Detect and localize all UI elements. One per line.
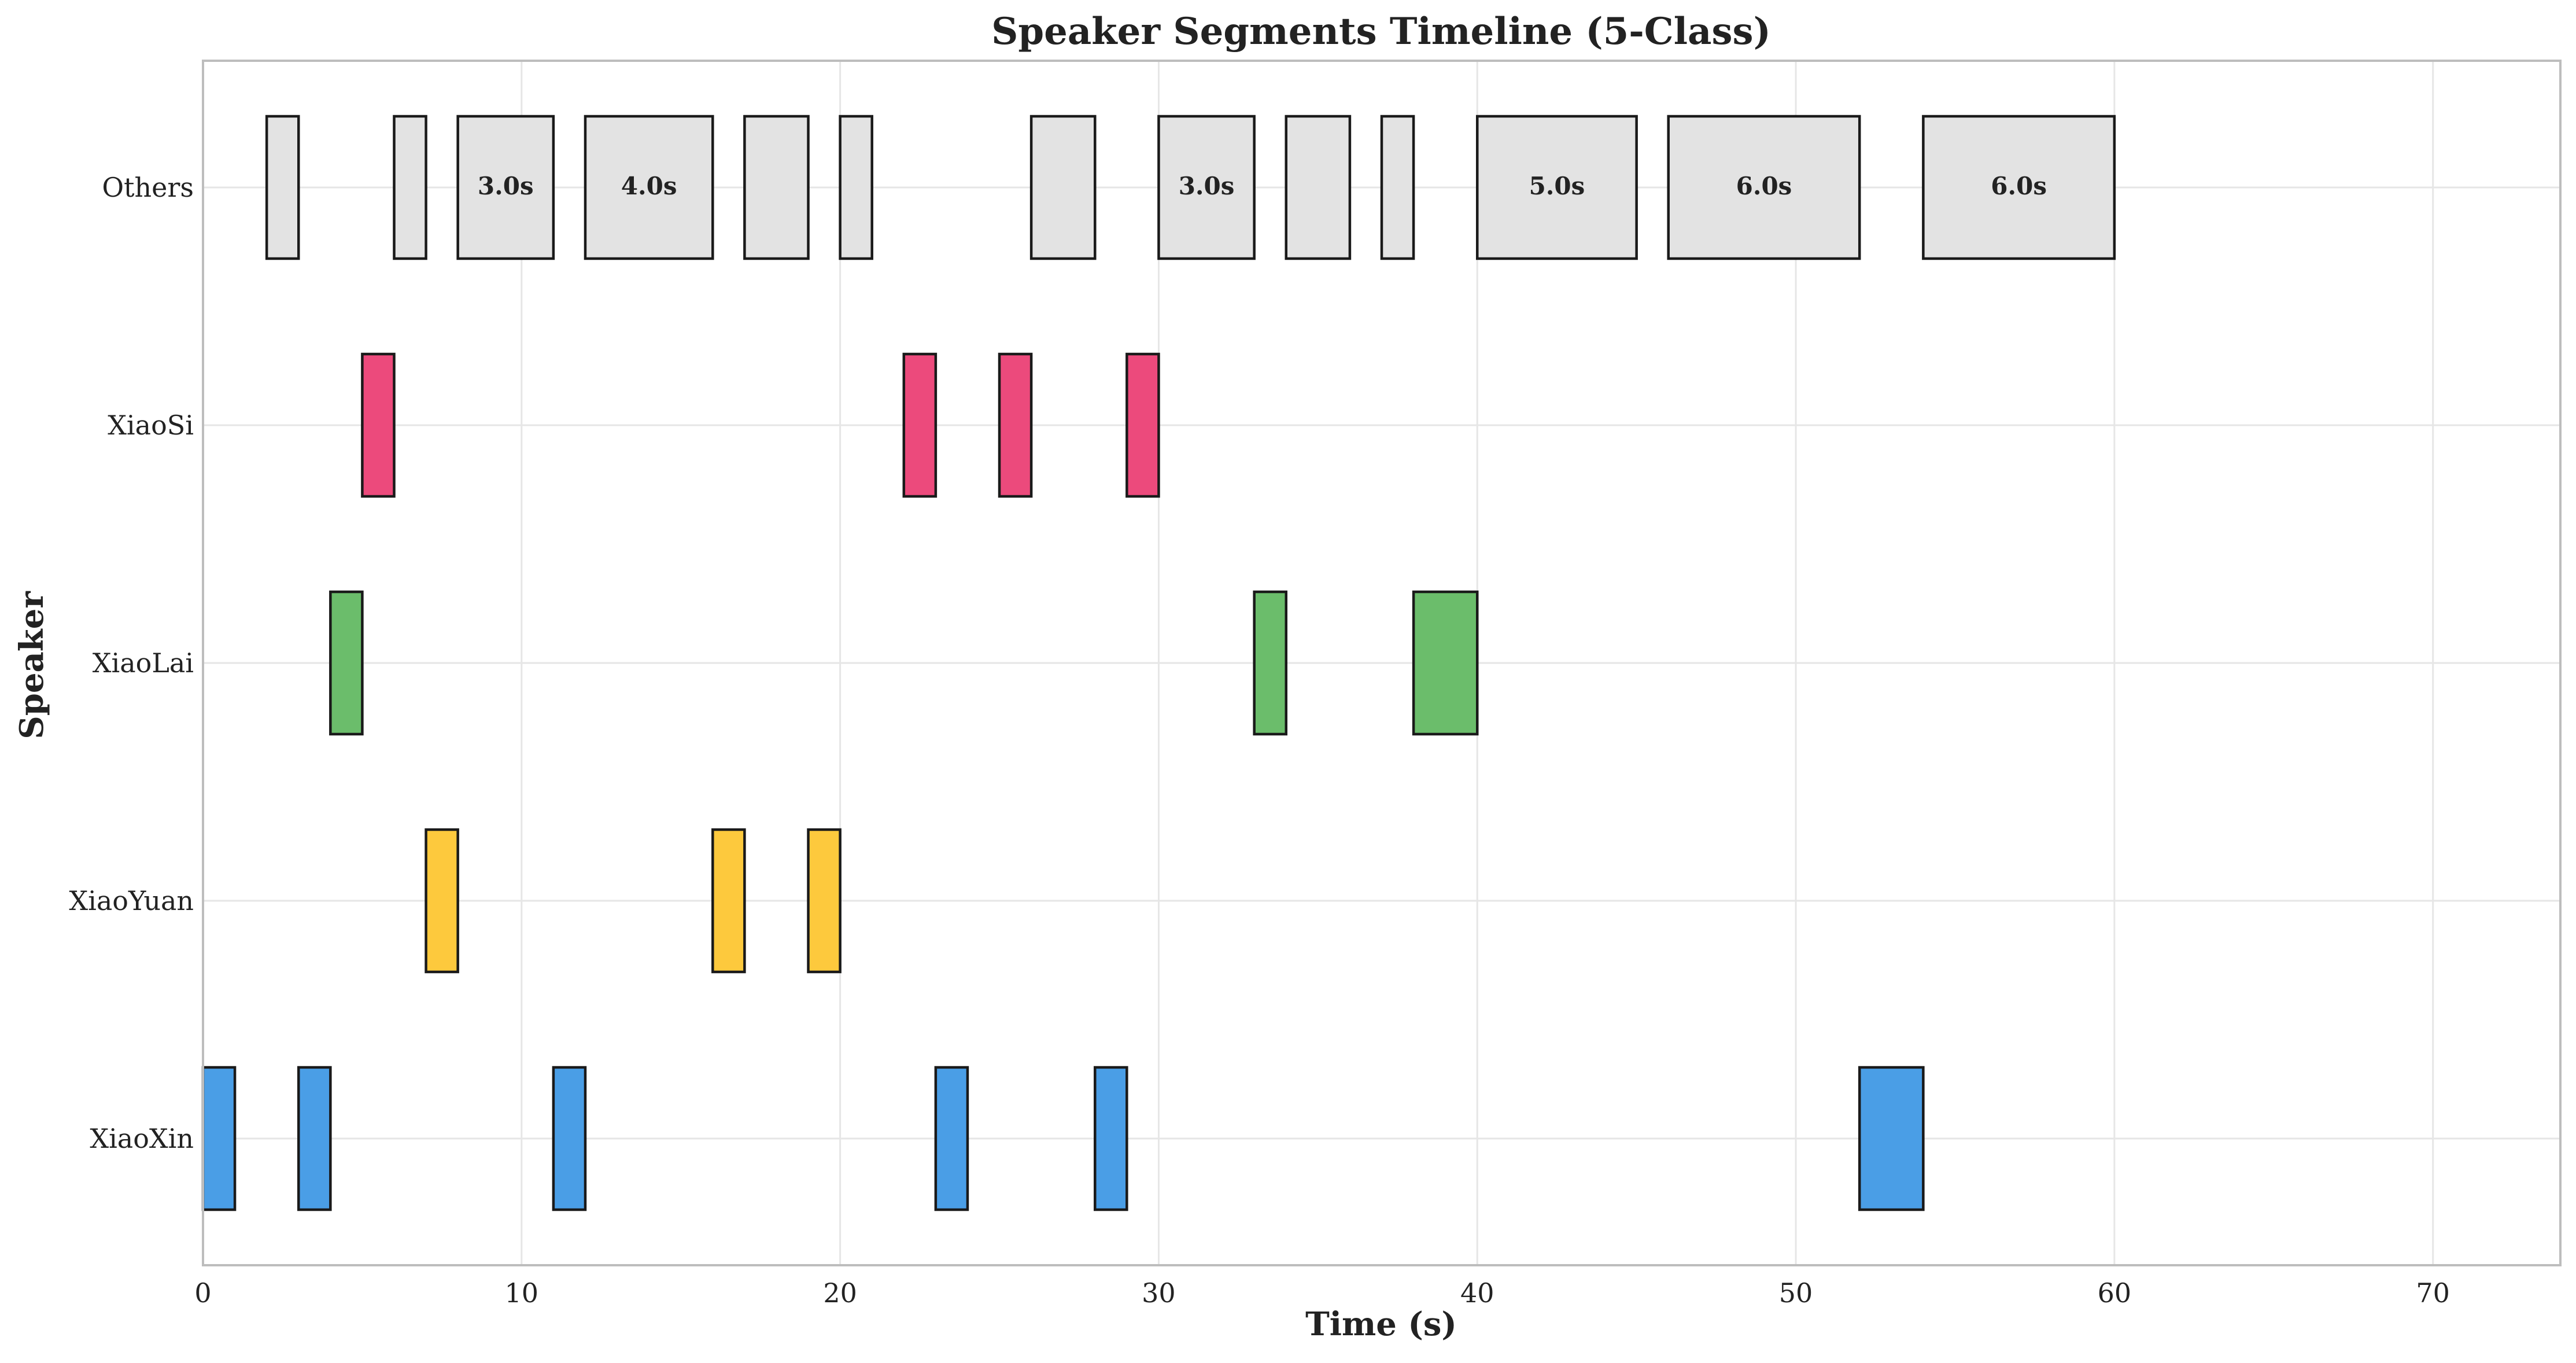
- segment-bar: [902, 352, 938, 498]
- x-tick-label: 30: [1142, 1277, 1176, 1309]
- x-tick-label: 10: [505, 1277, 539, 1309]
- segment-bar: [1380, 115, 1415, 260]
- segment-bar: [201, 1066, 237, 1211]
- segment-bar: [552, 1066, 587, 1211]
- x-tick-label: 50: [1779, 1277, 1813, 1309]
- x-tick-labels: 0 10 20 30 40 50 60 70: [194, 1277, 2450, 1309]
- x-tick-label: 20: [823, 1277, 857, 1309]
- segment-bar: [456, 115, 555, 260]
- segment-bar: [1125, 352, 1160, 498]
- x-tick-label: 40: [1460, 1277, 1494, 1309]
- segment-bar: [998, 352, 1033, 498]
- segment-bar: [329, 590, 364, 736]
- segment-bar: [839, 115, 873, 260]
- segment-bar: [1858, 1066, 1925, 1211]
- segment-duration-label: 6.0s: [1736, 172, 1792, 200]
- segment-bar: [1285, 115, 1352, 260]
- segment-bar: [1094, 1066, 1128, 1211]
- segment-bar: [1475, 115, 1638, 260]
- x-tick-label: 0: [194, 1277, 211, 1309]
- segment-duration-label: 5.0s: [1529, 172, 1585, 200]
- segment-bar: [297, 1066, 332, 1211]
- segments: 3.0s 4.0s 3.0s 5.0s 6.0s 6.0s: [201, 115, 2116, 1211]
- segment-bar: [1922, 115, 2116, 260]
- segment-duration-label: 3.0s: [478, 172, 534, 200]
- y-tick-label: XiaoSi: [108, 410, 194, 441]
- segment-bar: [1157, 115, 1256, 260]
- y-tick-label: XiaoLai: [93, 647, 194, 679]
- x-tick-label: 70: [2416, 1277, 2450, 1309]
- y-tick-labels: Others XiaoSi XiaoLai XiaoYuan XiaoXin: [69, 172, 194, 1154]
- y-tick-label: XiaoXin: [90, 1123, 194, 1154]
- segment-bar: [1253, 590, 1288, 736]
- segment-bar: [361, 352, 396, 498]
- segment-bar: [934, 1066, 969, 1211]
- segment-duration-label: 6.0s: [1991, 172, 2047, 200]
- segment-bar: [807, 828, 842, 974]
- segment-bar: [711, 828, 746, 974]
- segment-bar: [265, 115, 300, 260]
- segment-bar: [425, 828, 459, 974]
- segment-bar: [1029, 115, 1097, 260]
- segment-bar: [1412, 590, 1479, 736]
- segment-bar: [393, 115, 427, 260]
- segment-bar: [743, 115, 810, 260]
- x-axis-label: Time (s): [1305, 1305, 1457, 1343]
- plot-frame: [202, 60, 2562, 1266]
- y-tick-label: XiaoYuan: [69, 885, 194, 916]
- segment-duration-label: 3.0s: [1179, 172, 1235, 200]
- segment-duration-label: 4.0s: [621, 172, 677, 200]
- chart-title: Speaker Segments Timeline (5-Class): [991, 10, 1771, 53]
- segment-bar: [584, 115, 714, 260]
- y-axis-label: Speaker: [13, 591, 51, 739]
- y-tick-label: Others: [102, 172, 194, 203]
- x-tick-label: 60: [2098, 1277, 2132, 1309]
- segment-bar: [1667, 115, 1861, 260]
